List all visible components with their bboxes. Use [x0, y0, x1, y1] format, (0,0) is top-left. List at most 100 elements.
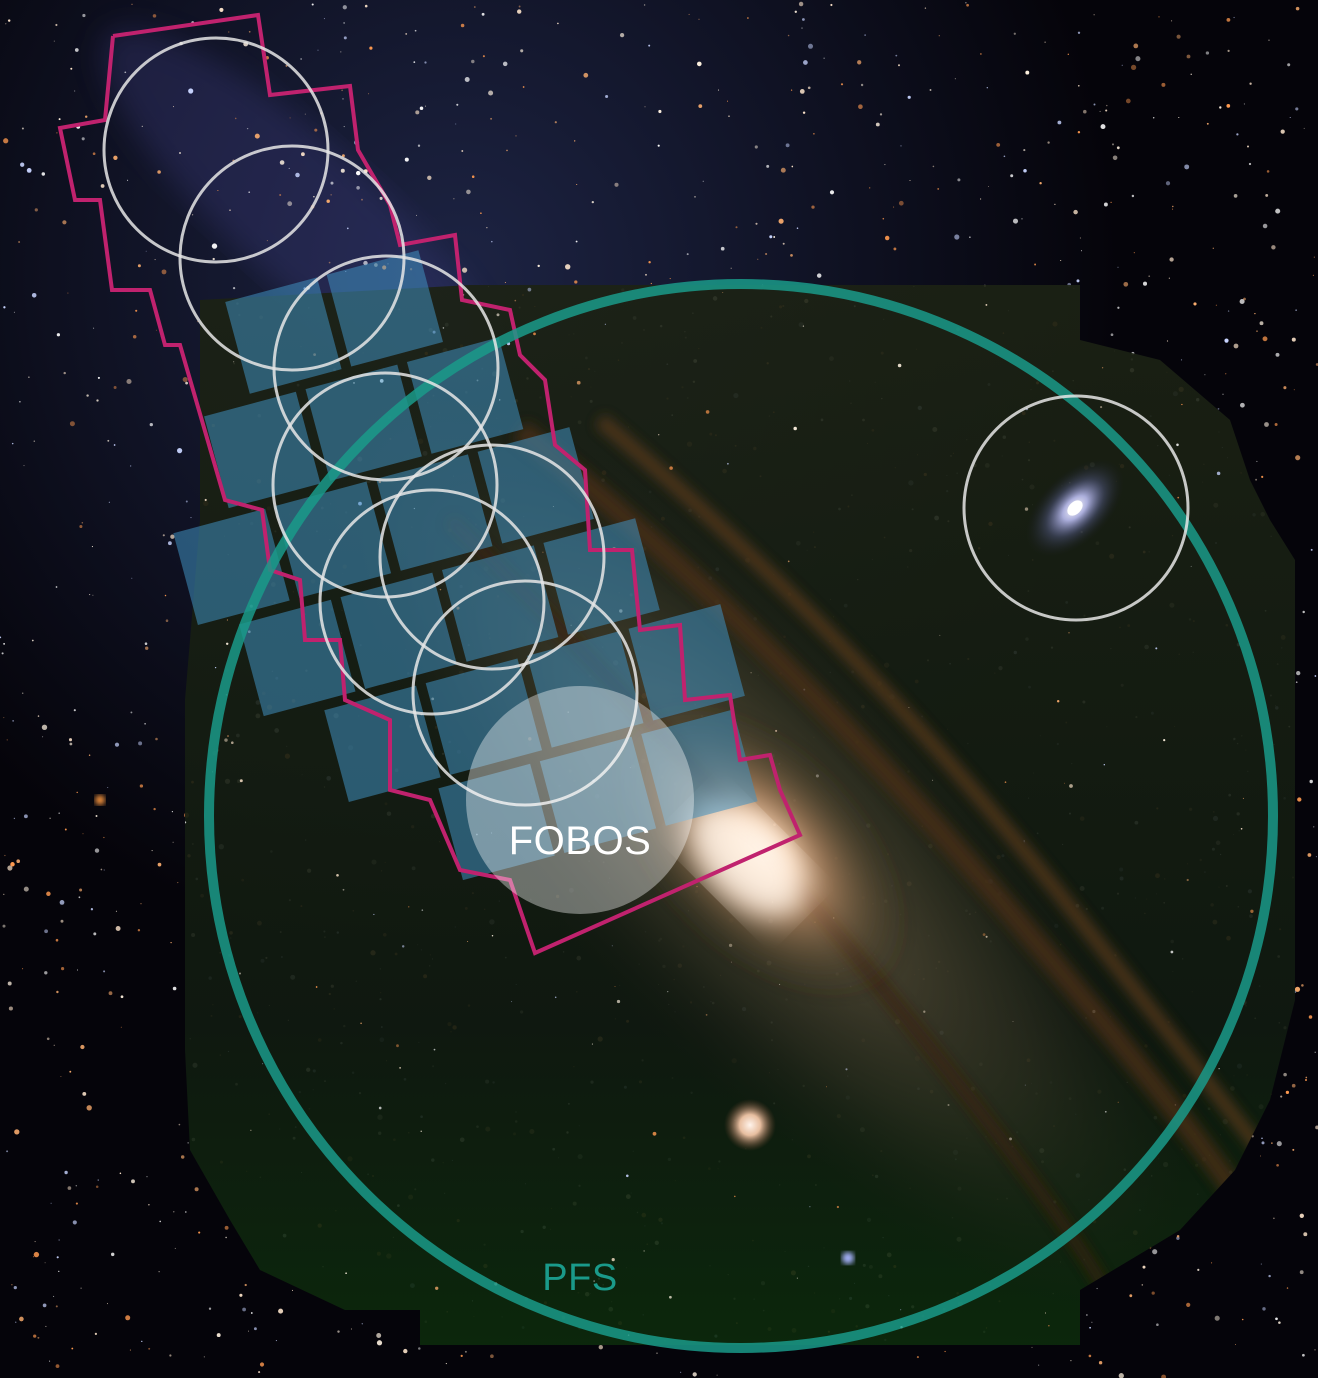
detector-tiles — [173, 250, 758, 881]
star — [127, 179, 129, 181]
star — [619, 32, 625, 38]
star — [404, 157, 409, 162]
star — [12, 720, 14, 722]
star — [246, 127, 249, 130]
star — [574, 280, 578, 284]
star — [68, 738, 73, 742]
star — [301, 152, 305, 157]
star — [342, 98, 344, 100]
star — [1093, 14, 1095, 16]
star — [1158, 16, 1160, 18]
star — [326, 199, 330, 203]
star — [3, 717, 5, 719]
star — [289, 117, 291, 119]
star — [1261, 475, 1264, 478]
star — [137, 264, 141, 268]
star — [187, 1142, 189, 1144]
star — [3, 138, 9, 144]
star — [1038, 1364, 1040, 1366]
star — [658, 434, 660, 436]
star — [1233, 16, 1235, 19]
star — [801, 27, 803, 29]
star — [605, 94, 609, 99]
star — [1219, 106, 1222, 109]
star — [803, 60, 808, 65]
star — [1240, 827, 1243, 830]
star — [11, 442, 14, 445]
star — [219, 7, 224, 12]
star — [957, 178, 961, 182]
star — [1151, 1291, 1155, 1295]
star — [154, 259, 156, 261]
star — [58, 118, 61, 121]
star — [1275, 352, 1280, 357]
fobos-pointing-5 — [378, 443, 606, 671]
star — [1226, 104, 1231, 108]
star — [1242, 797, 1244, 799]
star — [1280, 1095, 1283, 1098]
star — [1301, 984, 1304, 987]
star — [157, 862, 162, 867]
star — [279, 160, 285, 165]
star — [1152, 1249, 1158, 1255]
star — [131, 1179, 135, 1184]
star — [1293, 389, 1295, 391]
star — [399, 1067, 401, 1069]
star — [95, 1185, 99, 1189]
star — [379, 196, 383, 200]
star — [840, 83, 844, 86]
star — [490, 1354, 494, 1359]
star — [1256, 460, 1258, 462]
star — [141, 125, 143, 128]
star — [279, 194, 282, 196]
star — [650, 282, 652, 285]
star — [554, 121, 557, 124]
star — [229, 209, 231, 212]
star — [148, 1204, 150, 1206]
star — [185, 821, 187, 824]
star — [1212, 247, 1214, 249]
star — [82, 833, 84, 835]
star — [442, 327, 445, 329]
star — [140, 903, 142, 905]
star — [1291, 1083, 1296, 1088]
star — [248, 30, 251, 33]
star — [41, 724, 48, 730]
star — [84, 115, 88, 118]
pfs-label: PFS — [542, 1257, 617, 1299]
star — [317, 49, 319, 51]
star — [58, 1270, 60, 1272]
star — [401, 945, 405, 948]
star — [33, 1256, 35, 1258]
star — [361, 1323, 364, 1325]
star — [1255, 478, 1258, 481]
star — [413, 61, 416, 63]
star — [1285, 1090, 1290, 1095]
star — [966, 3, 969, 7]
star — [75, 1202, 78, 1205]
star — [115, 926, 121, 931]
star — [146, 1176, 148, 1178]
star — [369, 46, 373, 50]
star — [403, 1348, 408, 1354]
star — [239, 972, 241, 975]
star — [1123, 281, 1129, 287]
star — [8, 1006, 13, 1011]
star — [242, 1307, 246, 1312]
star — [131, 577, 133, 579]
star — [773, 236, 776, 238]
star — [1170, 950, 1174, 954]
star — [94, 848, 100, 853]
star — [78, 896, 81, 899]
star — [108, 501, 110, 503]
star — [1103, 764, 1105, 766]
star — [1302, 610, 1305, 614]
star — [1280, 129, 1285, 134]
star — [152, 14, 157, 18]
star — [141, 1340, 143, 1343]
star — [60, 919, 64, 923]
star — [103, 970, 106, 973]
star — [924, 7, 927, 9]
star — [259, 1362, 265, 1367]
